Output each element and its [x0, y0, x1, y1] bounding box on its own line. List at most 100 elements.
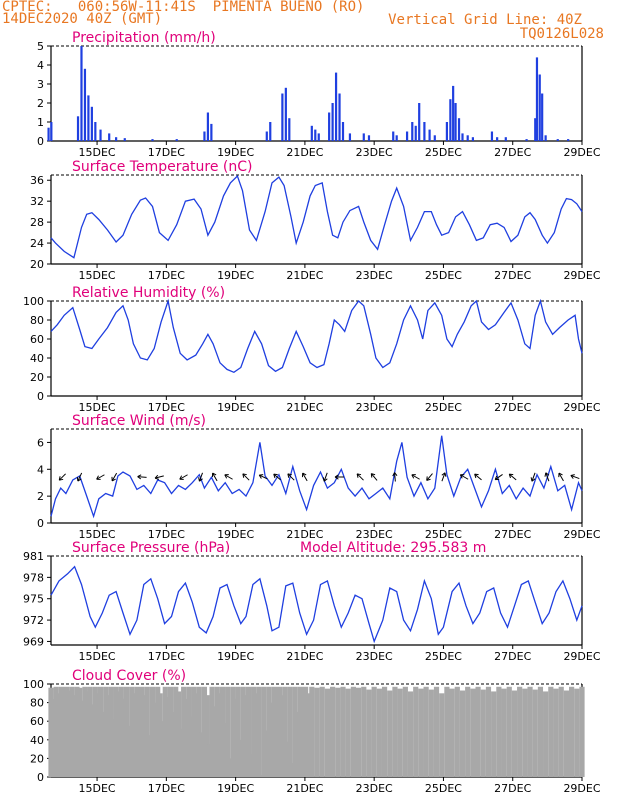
series-line	[50, 435, 583, 519]
wind-arrow-head	[58, 476, 64, 481]
y-tick-label: 2	[37, 97, 44, 110]
x-tick-label: 19DEC	[217, 401, 254, 414]
x-tick-label: 17DEC	[148, 650, 185, 663]
x-tick-label: 17DEC	[148, 269, 185, 282]
cloud-bar	[397, 688, 403, 777]
x-tick-label: 23DEC	[356, 401, 393, 414]
cloud-bar	[79, 700, 85, 777]
cloud-bar	[167, 686, 174, 777]
cloud-bar	[361, 686, 367, 777]
cloud-bar	[449, 688, 455, 777]
series-line	[50, 298, 583, 374]
cloud-bar	[183, 698, 189, 777]
cloud-bar	[402, 686, 408, 777]
wind-arrow-head	[411, 474, 416, 479]
y-tick-label: 4	[37, 463, 44, 476]
precip-bar	[47, 127, 50, 141]
precip-bar	[433, 135, 436, 141]
x-tick-label: 15DEC	[79, 146, 116, 159]
cloud-bar	[433, 686, 440, 777]
precip-bar	[405, 131, 409, 141]
cloud-bar	[144, 686, 150, 777]
panel-title: Surface Pressure (hPa)	[72, 540, 230, 556]
cloud-bar	[428, 689, 434, 777]
precip-bar	[281, 93, 284, 141]
panel-title: Precipitation (mm/h)	[72, 30, 216, 46]
panel-subtitle: Model Altitude: 295.583 m	[300, 540, 486, 556]
y-tick-label: 981	[23, 550, 44, 563]
cloud-bar	[204, 695, 210, 777]
precip-bar	[269, 122, 272, 141]
wind-arrow-head	[287, 473, 292, 478]
precip-bar	[90, 106, 93, 141]
cloud-bar	[141, 695, 148, 777]
cloud-bar	[266, 686, 272, 777]
cloud-bar	[345, 688, 351, 777]
wind-arrow	[242, 473, 250, 481]
cloud-bar	[324, 688, 331, 777]
x-tick-label: 17DEC	[148, 146, 185, 159]
precip-bar	[556, 139, 559, 141]
y-tick-label: 40	[30, 734, 44, 747]
precip-bar	[534, 118, 537, 141]
wind-arrow	[58, 473, 66, 481]
precip-bar	[454, 103, 457, 141]
precip-bar	[423, 122, 426, 141]
cloud-bar	[196, 686, 202, 777]
wind-arrow	[356, 473, 364, 481]
wind-arrow	[198, 472, 203, 482]
cloud-bar	[256, 686, 262, 777]
precip-bar	[496, 137, 499, 141]
cloud-bar	[53, 686, 59, 777]
wind-arrow-head	[334, 474, 339, 480]
wind-arrow-head	[530, 477, 536, 482]
y-tick-label: 978	[23, 571, 44, 584]
precip-bar	[76, 116, 80, 141]
precip-bar	[284, 87, 287, 141]
y-tick-label: 972	[23, 614, 44, 627]
y-tick-label: 80	[30, 697, 44, 710]
cloud-bar	[511, 690, 518, 777]
y-tick-label: 28	[30, 216, 44, 229]
precip-bar	[567, 139, 570, 141]
cloud-bar	[110, 719, 116, 777]
precip-bar	[115, 137, 118, 141]
precip-bar	[317, 133, 320, 141]
y-tick-label: 6	[37, 436, 44, 449]
wind-arrow	[370, 473, 378, 481]
cloud-bar	[271, 686, 278, 777]
panel-title: Cloud Cover (%)	[72, 668, 186, 684]
cloud-bar	[392, 686, 398, 777]
cloud-bar	[157, 693, 163, 777]
y-tick-label: 0	[37, 135, 44, 148]
cloud-bar	[413, 686, 419, 777]
cloud-bar	[350, 686, 356, 777]
x-tick-label: 15DEC	[79, 269, 116, 282]
cloud-bar	[282, 686, 288, 777]
x-tick-label: 21DEC	[286, 401, 323, 414]
wind-arrow	[426, 473, 433, 481]
wind-arrow	[273, 473, 281, 481]
wind-arrow	[212, 472, 218, 482]
x-tick-label: 21DEC	[286, 269, 323, 282]
cloud-bar	[335, 687, 341, 777]
header-grid-line: Vertical Grid Line: 40Z	[388, 12, 582, 28]
x-tick-label: 23DEC	[356, 782, 393, 795]
wind-arrow	[111, 472, 118, 482]
cloud-bar	[381, 686, 388, 777]
x-tick-label: 21DEC	[286, 650, 323, 663]
wind-arrow-head	[426, 476, 431, 481]
precip-bar	[457, 118, 461, 141]
cloud-bar	[454, 686, 460, 777]
cloud-bar	[84, 691, 90, 777]
cloud-bar	[558, 686, 564, 777]
wind-arrow	[302, 472, 308, 482]
wind-arrow-head	[258, 474, 264, 479]
x-tick-label: 23DEC	[356, 269, 393, 282]
cloud-bar	[63, 686, 70, 777]
precip-bar	[341, 122, 345, 141]
y-tick-label: 40	[30, 352, 44, 365]
precip-bar	[541, 93, 544, 141]
y-tick-label: 975	[23, 593, 44, 606]
